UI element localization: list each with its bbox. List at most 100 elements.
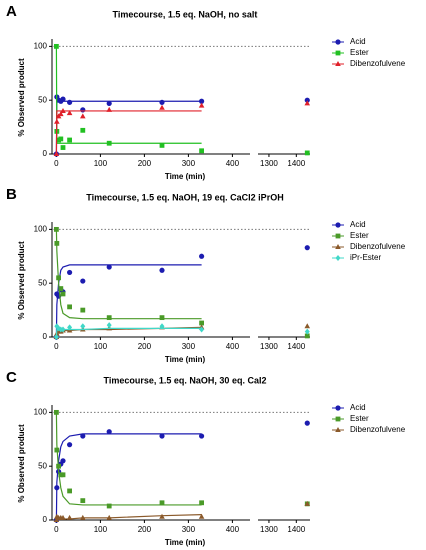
data-point <box>199 326 205 333</box>
data-point <box>304 245 310 251</box>
data-point <box>80 433 86 439</box>
data-point <box>304 500 311 506</box>
data-point <box>67 269 73 276</box>
x-axis-label: Time (min) <box>165 355 206 364</box>
data-point <box>67 99 73 105</box>
data-point <box>56 275 61 281</box>
data-point <box>54 485 60 491</box>
x-tick-label: 1300 <box>260 342 278 351</box>
data-point <box>60 96 66 102</box>
panel-label: C <box>6 369 17 386</box>
x-tick-label: 0 <box>54 159 59 168</box>
data-point <box>304 333 310 339</box>
chart-title: Timecourse, 1.5 eq. NaOH, 30 eq. CaI2 <box>104 375 267 385</box>
fit-line <box>56 434 307 520</box>
panel: A Timecourse, 1.5 eq. NaOH, no salt % Obse… <box>6 3 406 181</box>
data-point <box>80 278 86 284</box>
data-point <box>199 98 205 104</box>
data-point <box>159 500 165 506</box>
data-point <box>54 447 60 453</box>
data-point <box>199 433 205 439</box>
data-point <box>67 324 73 331</box>
data-point <box>159 513 165 519</box>
data-point <box>60 291 66 297</box>
y-tick-label: 0 <box>43 515 48 524</box>
fit-line <box>56 504 307 520</box>
data-point <box>54 226 59 232</box>
panel: B Timecourse, 1.5 eq. NaOH, 19 eq. CaCl2 … <box>6 186 406 364</box>
data-point <box>53 151 60 156</box>
panel-label: A <box>6 3 17 20</box>
legend-marker <box>335 222 341 228</box>
y-axis-label: % Observed product <box>17 424 26 503</box>
fit-line <box>56 46 307 143</box>
legend-label: Ester <box>350 48 369 57</box>
y-tick-label: 50 <box>38 278 47 287</box>
legend-marker <box>335 405 341 411</box>
data-point <box>304 97 310 103</box>
legend-marker <box>335 233 341 239</box>
data-point <box>56 463 61 469</box>
x-tick-label: 300 <box>182 159 196 168</box>
y-tick-label: 100 <box>34 407 48 416</box>
data-point <box>80 107 86 113</box>
data-point <box>60 145 66 150</box>
data-point <box>106 140 112 146</box>
data-point <box>67 137 72 143</box>
data-point <box>66 110 73 116</box>
data-point <box>66 514 73 520</box>
data-point <box>106 429 112 435</box>
x-tick-label: 300 <box>182 525 196 534</box>
legend-marker <box>335 416 341 422</box>
data-point <box>106 322 112 329</box>
legend-marker <box>335 39 341 45</box>
data-point <box>58 111 64 117</box>
legend-marker <box>335 244 341 249</box>
data-point <box>159 104 165 110</box>
legend-label: Acid <box>350 220 366 229</box>
x-tick-label: 0 <box>54 525 59 534</box>
fit-line <box>56 265 307 337</box>
data-point <box>54 240 60 246</box>
data-point <box>106 503 112 509</box>
data-point <box>60 326 66 333</box>
data-point <box>106 106 112 112</box>
panel-label: B <box>6 186 17 203</box>
x-axis-label: Time (min) <box>165 172 206 181</box>
x-tick-label: 200 <box>138 342 152 351</box>
data-point <box>198 102 205 108</box>
data-point <box>53 334 59 340</box>
legend-label: Ester <box>350 414 369 423</box>
x-tick-label: 400 <box>226 159 240 168</box>
data-point <box>67 442 73 448</box>
x-tick-label: 0 <box>54 342 59 351</box>
data-point <box>60 472 66 478</box>
data-point <box>54 409 59 415</box>
data-point <box>80 498 86 504</box>
data-point <box>58 286 64 291</box>
legend-marker <box>335 255 341 261</box>
legend-label: Acid <box>350 403 366 412</box>
x-tick-label: 200 <box>138 159 152 168</box>
y-tick-label: 100 <box>34 41 48 50</box>
legend-label: iPr-Ester <box>350 253 381 262</box>
data-point <box>106 264 112 270</box>
fit-line <box>56 229 307 318</box>
y-tick-label: 0 <box>43 332 48 341</box>
data-point <box>80 113 86 119</box>
fit-line <box>56 101 307 154</box>
data-point <box>159 315 165 321</box>
x-tick-label: 100 <box>94 342 108 351</box>
data-point <box>60 514 66 520</box>
x-tick-label: 1400 <box>287 159 305 168</box>
data-point <box>304 328 310 335</box>
fit-line <box>56 111 307 154</box>
legend-label: Dibenzofulvene <box>350 425 406 434</box>
legend-marker <box>335 61 341 66</box>
data-point <box>304 100 311 106</box>
legend-label: Dibenzofulvene <box>350 59 406 68</box>
data-point <box>60 458 66 464</box>
data-point <box>199 148 204 154</box>
data-point <box>80 307 86 313</box>
